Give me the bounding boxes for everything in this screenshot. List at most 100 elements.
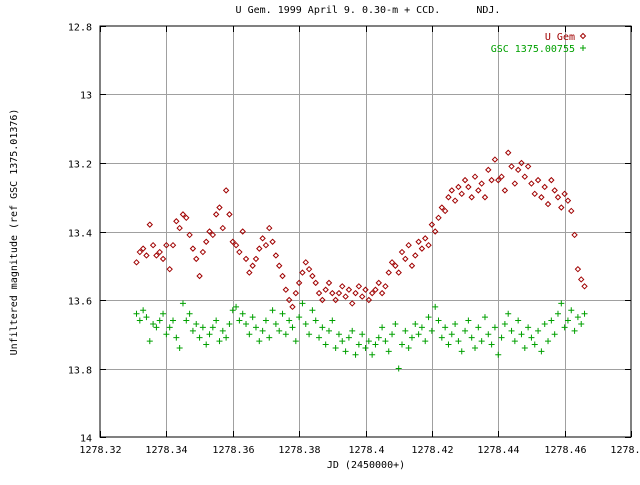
data-point-u-gem	[382, 283, 389, 290]
data-point-gsc	[196, 334, 203, 341]
data-point-gsc	[146, 338, 153, 345]
data-point-u-gem	[139, 245, 147, 252]
data-point-gsc	[216, 338, 223, 345]
y-tick-label: 14	[80, 434, 92, 445]
data-point-gsc	[252, 324, 259, 331]
data-point-gsc	[405, 344, 412, 351]
data-point-gsc	[339, 338, 346, 345]
data-point-gsc	[266, 334, 273, 341]
data-point-u-gem	[412, 252, 419, 259]
data-point-gsc	[442, 324, 449, 331]
data-point-u-gem	[246, 269, 253, 276]
data-point-u-gem	[498, 173, 505, 180]
data-point-u-gem	[189, 245, 197, 252]
data-point-u-gem	[226, 211, 233, 218]
data-point-gsc	[525, 324, 532, 331]
data-point-u-gem	[544, 200, 552, 208]
data-point-u-gem	[186, 231, 193, 239]
data-point-u-gem	[319, 296, 326, 304]
data-point-u-gem	[538, 194, 545, 201]
data-point-gsc	[140, 307, 147, 314]
data-point-u-gem	[448, 187, 455, 194]
data-point-u-gem	[372, 286, 379, 293]
data-point-u-gem	[415, 238, 422, 245]
data-point-gsc	[362, 344, 369, 351]
data-point-u-gem	[193, 255, 200, 263]
data-point-u-gem	[485, 166, 492, 174]
data-point-u-gem	[302, 259, 309, 266]
data-point-u-gem	[578, 276, 585, 283]
data-point-gsc	[183, 317, 190, 324]
data-point-gsc	[458, 348, 465, 355]
data-point-u-gem	[501, 187, 509, 194]
y-tick-label: 12.8	[68, 23, 92, 34]
series-comparison-star	[133, 300, 588, 372]
data-point-u-gem	[388, 259, 396, 266]
data-point-u-gem	[435, 214, 442, 222]
data-point-gsc	[375, 334, 382, 341]
data-point-u-gem	[568, 207, 575, 215]
data-point-u-gem	[511, 180, 519, 187]
data-point-gsc	[272, 320, 279, 327]
data-point-u-gem	[375, 279, 382, 287]
data-point-gsc	[491, 324, 498, 331]
data-point-u-gem	[458, 190, 465, 198]
data-point-gsc	[342, 348, 349, 355]
axis-ticks: 1278.32 1278.34 1278.36 1278.38 1278.4 1278.4…	[68, 23, 640, 457]
data-point-u-gem	[581, 283, 588, 290]
data-point-u-gem	[292, 289, 300, 297]
data-point-gsc	[319, 324, 326, 331]
data-point-gsc	[432, 303, 439, 310]
data-point-u-gem	[358, 293, 366, 300]
data-point-u-gem	[202, 238, 210, 245]
data-point-u-gem	[239, 228, 246, 235]
data-point-gsc	[455, 338, 462, 345]
data-point-gsc	[289, 324, 296, 331]
data-point-u-gem	[528, 180, 535, 187]
data-point-u-gem	[408, 262, 416, 269]
data-point-u-gem	[272, 252, 280, 259]
data-point-gsc	[531, 341, 538, 348]
data-point-u-gem	[206, 228, 213, 235]
data-point-gsc	[402, 327, 409, 334]
data-point-gsc	[193, 320, 200, 327]
legend-marker	[580, 45, 586, 51]
data-point-gsc	[574, 314, 581, 321]
data-point-gsc	[548, 317, 555, 324]
data-point-u-gem	[212, 211, 220, 218]
data-point-u-gem	[342, 293, 349, 300]
data-point-gsc	[189, 327, 196, 334]
data-point-gsc	[309, 307, 316, 314]
data-point-gsc	[379, 324, 386, 331]
data-point-u-gem	[378, 289, 386, 297]
data-point-u-gem	[322, 286, 329, 293]
data-point-u-gem	[219, 224, 227, 232]
data-point-gsc	[282, 331, 289, 338]
data-point-gsc	[515, 317, 522, 324]
data-point-gsc	[223, 334, 230, 341]
data-point-gsc	[465, 317, 472, 324]
data-point-gsc	[528, 334, 535, 341]
data-point-u-gem	[249, 262, 256, 269]
data-point-gsc	[445, 341, 452, 348]
data-point-gsc	[418, 324, 425, 331]
data-point-u-gem	[461, 176, 469, 184]
data-point-u-gem	[402, 255, 409, 263]
data-point-u-gem	[531, 190, 538, 198]
data-point-gsc	[166, 324, 173, 331]
data-point-u-gem	[564, 197, 572, 204]
data-point-u-gem	[398, 248, 406, 256]
data-point-gsc	[246, 331, 253, 338]
data-point-gsc	[143, 314, 150, 321]
data-point-u-gem	[309, 272, 316, 280]
data-point-u-gem	[385, 269, 392, 276]
data-point-u-gem	[422, 235, 429, 242]
data-point-u-gem	[451, 197, 459, 204]
data-point-gsc	[332, 344, 339, 351]
data-point-gsc	[199, 324, 206, 331]
y-tick-label: 13.2	[68, 160, 92, 171]
y-axis-label: Unfiltered magnitude (ref GSC 1375.01376…	[9, 109, 20, 356]
data-point-u-gem	[541, 183, 548, 191]
data-point-gsc	[203, 341, 210, 348]
data-point-u-gem	[554, 194, 562, 201]
